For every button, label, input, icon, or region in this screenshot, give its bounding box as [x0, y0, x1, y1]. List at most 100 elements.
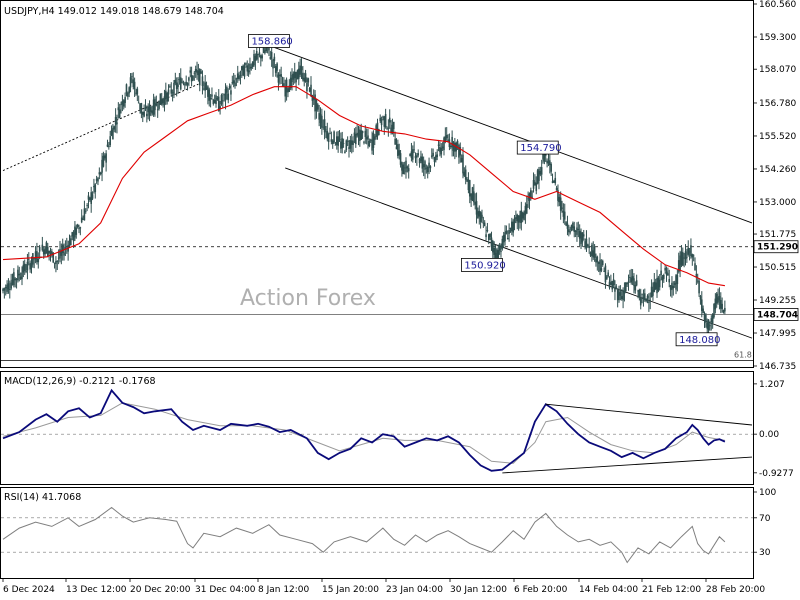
candle-body — [577, 228, 580, 230]
candle-body — [553, 180, 555, 183]
candle-body — [342, 143, 345, 144]
price-ytick-label: 156.780 — [759, 99, 796, 109]
candle-body — [691, 254, 694, 258]
candle-body — [120, 104, 122, 106]
candle-body — [373, 136, 376, 140]
candle-body — [338, 138, 341, 140]
candle-body — [171, 92, 174, 94]
candle-body — [606, 276, 608, 280]
candle-body — [395, 146, 398, 150]
candle-body — [175, 82, 178, 89]
candle-body — [471, 187, 474, 201]
candle-body — [692, 255, 695, 257]
candle-body — [331, 140, 334, 145]
candle-body — [192, 75, 194, 80]
candle-body — [554, 177, 557, 184]
candle-body — [481, 214, 483, 219]
candle-body — [295, 72, 297, 83]
xtick-label: 14 Feb 04:00 — [579, 585, 638, 595]
candle-body — [59, 249, 61, 259]
candle-body — [76, 224, 79, 228]
rsi-header: RSI(14) 41.7068 — [4, 492, 81, 503]
macd-panel — [0, 371, 754, 485]
candle-body — [561, 207, 563, 209]
candle-body — [308, 87, 311, 92]
candle-body — [174, 79, 177, 84]
candle-body — [451, 136, 453, 148]
candle-body — [33, 258, 36, 260]
price-layer: 158.860 154.790 150.920 148.080 — [1, 34, 753, 361]
macd-trendline-0 — [545, 403, 753, 426]
candle-body — [253, 53, 255, 66]
candle-body — [504, 232, 506, 242]
candle-body — [478, 210, 481, 217]
candle-body — [152, 99, 155, 115]
candle-body — [353, 132, 356, 137]
candle-body — [375, 125, 377, 138]
candle-body — [676, 274, 679, 285]
candle-body — [581, 232, 584, 243]
candle-body — [721, 303, 723, 310]
candle-body — [117, 107, 120, 111]
candle-body — [141, 111, 144, 115]
candle-body — [387, 127, 390, 129]
candle-body — [48, 250, 50, 254]
candle-body — [470, 193, 472, 200]
candle-body — [177, 84, 179, 88]
candle-body — [13, 272, 15, 286]
candle-body — [422, 164, 425, 168]
candle-body — [45, 242, 48, 254]
candle-body — [272, 59, 274, 69]
candle-body — [118, 109, 121, 118]
candle-body — [439, 146, 441, 152]
candle-body — [251, 61, 254, 68]
candle-body — [542, 153, 544, 160]
candle-body — [430, 155, 433, 157]
candle-body — [440, 147, 443, 155]
candle-body — [56, 261, 59, 262]
price-level-tag-151.290 — [753, 240, 799, 254]
candle-body — [547, 161, 550, 163]
candle-body — [25, 270, 27, 272]
candle-body — [108, 146, 110, 148]
candle-body — [696, 280, 699, 282]
xtick-label: 20 Dec 20:00 — [130, 585, 191, 595]
candle-body — [55, 261, 57, 264]
price-ytick-label: 158.070 — [759, 65, 796, 75]
candle-body — [235, 78, 238, 80]
moving-average-line — [2, 86, 725, 287]
candle-body — [63, 252, 65, 256]
candle-body — [714, 298, 717, 310]
candle-body — [196, 70, 198, 74]
candle-body — [249, 63, 251, 70]
candle-body — [116, 122, 118, 125]
xtick-label: 21 Feb 12:00 — [642, 585, 701, 595]
xtick-label: 15 Jan 20:00 — [322, 585, 379, 595]
candle-body — [84, 211, 87, 213]
candle-body — [304, 73, 307, 83]
fib-level-label: 61.8 — [734, 350, 752, 359]
candle-body — [596, 256, 599, 263]
candle-body — [653, 281, 656, 292]
price-ytick-label: 147.995 — [759, 329, 796, 339]
candle-body — [690, 245, 692, 256]
candle-body — [648, 301, 650, 303]
candle-body — [380, 119, 383, 126]
candle-body — [664, 267, 666, 271]
candle-body — [217, 96, 220, 112]
candle-body — [160, 98, 163, 105]
candle-body — [283, 83, 285, 87]
candle-body — [82, 219, 84, 220]
candle-body — [279, 74, 281, 77]
candle-body — [300, 66, 303, 71]
candle-body — [354, 134, 357, 145]
candle-body — [213, 99, 216, 104]
candle-body — [707, 319, 710, 331]
candle-body — [608, 281, 611, 288]
macd-main-line — [2, 388, 726, 472]
candle-body — [220, 95, 223, 105]
candle-body — [205, 87, 208, 90]
candle-body — [466, 179, 468, 182]
candle-body — [114, 117, 117, 125]
